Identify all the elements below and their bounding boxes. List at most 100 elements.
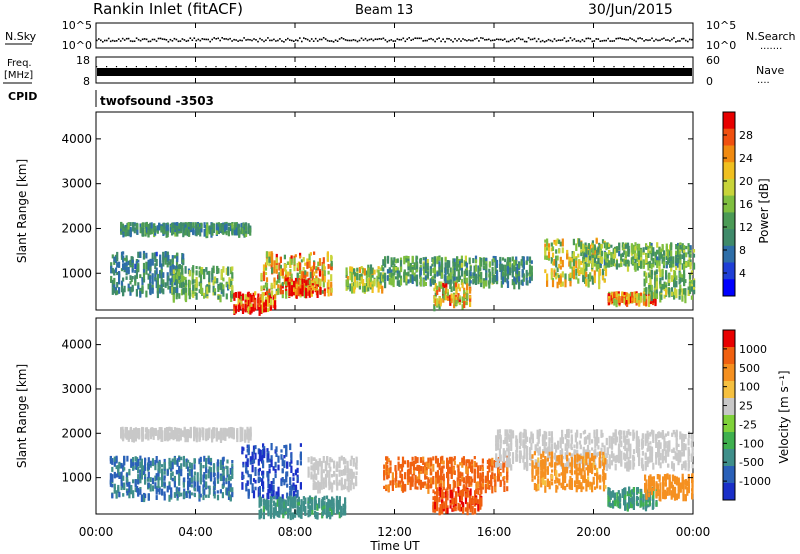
power-cell [575,276,578,280]
power-cell [154,270,157,275]
power-cell [142,256,146,260]
velocity-cell [138,430,141,437]
power-cell [670,275,674,282]
velocity-cell [171,458,174,463]
power-cell [379,272,382,276]
power-cell [171,277,174,282]
power-cell [558,263,561,269]
velocity-cell [178,491,181,497]
power-cell [415,274,419,281]
power-cell [126,229,129,237]
nave-right-label: Nave [756,64,784,77]
power-cell [571,253,574,258]
power-cell [275,262,278,270]
power-cell [621,258,624,262]
power-cell [217,230,220,235]
power-cell [288,282,291,289]
power-cell [654,261,657,266]
power-cell [178,293,181,299]
power-cell [392,260,395,266]
power-cell [446,268,449,275]
power-cell [438,266,441,274]
velocity-cell [224,435,227,439]
nave-point [185,66,187,68]
velocity-cell [195,435,198,443]
power-cell [239,299,242,304]
velocity-cell [123,484,126,489]
velocity-cell [205,461,208,468]
power-cell [550,257,553,264]
nsky-point [245,39,247,41]
velocity-cell [203,472,206,479]
velocity-cell [128,481,131,489]
power-cell [176,222,179,229]
velocity-cell [123,467,126,471]
nsky-point [645,39,647,41]
power-cell [156,290,159,299]
power-cell [440,257,444,266]
velocity-cell [170,460,173,469]
power-cell [313,251,316,255]
velocity-cell [329,512,332,518]
power-cell [553,239,556,244]
nsky-point [96,39,98,42]
power-cell [589,244,592,250]
power-cell [670,291,674,296]
power-cell [399,275,403,280]
velocity-cell [228,434,231,439]
power-cell [249,304,252,311]
nsky-point [141,38,144,41]
power-cell [377,272,380,278]
velocity-cell [282,510,285,519]
power-cell [667,257,670,262]
power-cell [464,255,467,262]
power-cell [649,242,652,249]
power-cell [692,253,696,258]
nsky-point [587,37,590,40]
velocity-cell [325,495,329,500]
power-cell [684,279,687,283]
power-cell [149,288,152,296]
power-cell [661,283,664,290]
power-cell [267,292,270,299]
power-cell [308,279,311,285]
velocity-cell [152,430,155,436]
power-ytick-label: 3000 [61,177,92,191]
velocity-cell [313,470,316,479]
power-cell [582,267,585,276]
power-cell [509,268,512,276]
power-cell [392,275,395,283]
velocity-cell [147,464,150,470]
velocity-cell [242,461,245,465]
power-cell [645,296,648,300]
nsky-point [123,39,126,41]
power-cell [587,274,590,280]
velocity-cell [244,433,247,442]
velocity-cell [173,427,177,431]
velocity-cell [179,431,182,437]
power-cell [293,264,296,272]
velocity-cell [283,460,286,469]
power-cell [244,298,247,304]
velocity-cell [180,463,183,471]
power-cell [126,225,129,233]
nave-point [444,66,446,68]
power-cell [463,274,466,279]
power-cell [358,285,361,290]
velocity-cell [132,462,135,466]
power-cell [550,268,553,275]
power-cell [167,285,170,290]
power-cell [683,288,686,295]
nave-point [563,66,565,68]
power-cell [613,263,617,267]
power-cell [125,267,128,274]
power-cell [513,276,516,283]
velocity-cell [173,479,176,488]
power-cell [654,278,657,287]
power-cell [260,287,263,292]
power-cell [434,292,437,297]
power-cell [247,299,250,305]
velocity-cell [161,464,164,468]
power-cell [369,274,373,283]
nsky-point [308,40,311,42]
